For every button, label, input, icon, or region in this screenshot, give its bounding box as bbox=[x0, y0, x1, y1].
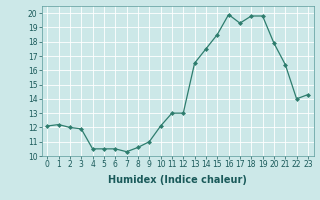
X-axis label: Humidex (Indice chaleur): Humidex (Indice chaleur) bbox=[108, 175, 247, 185]
